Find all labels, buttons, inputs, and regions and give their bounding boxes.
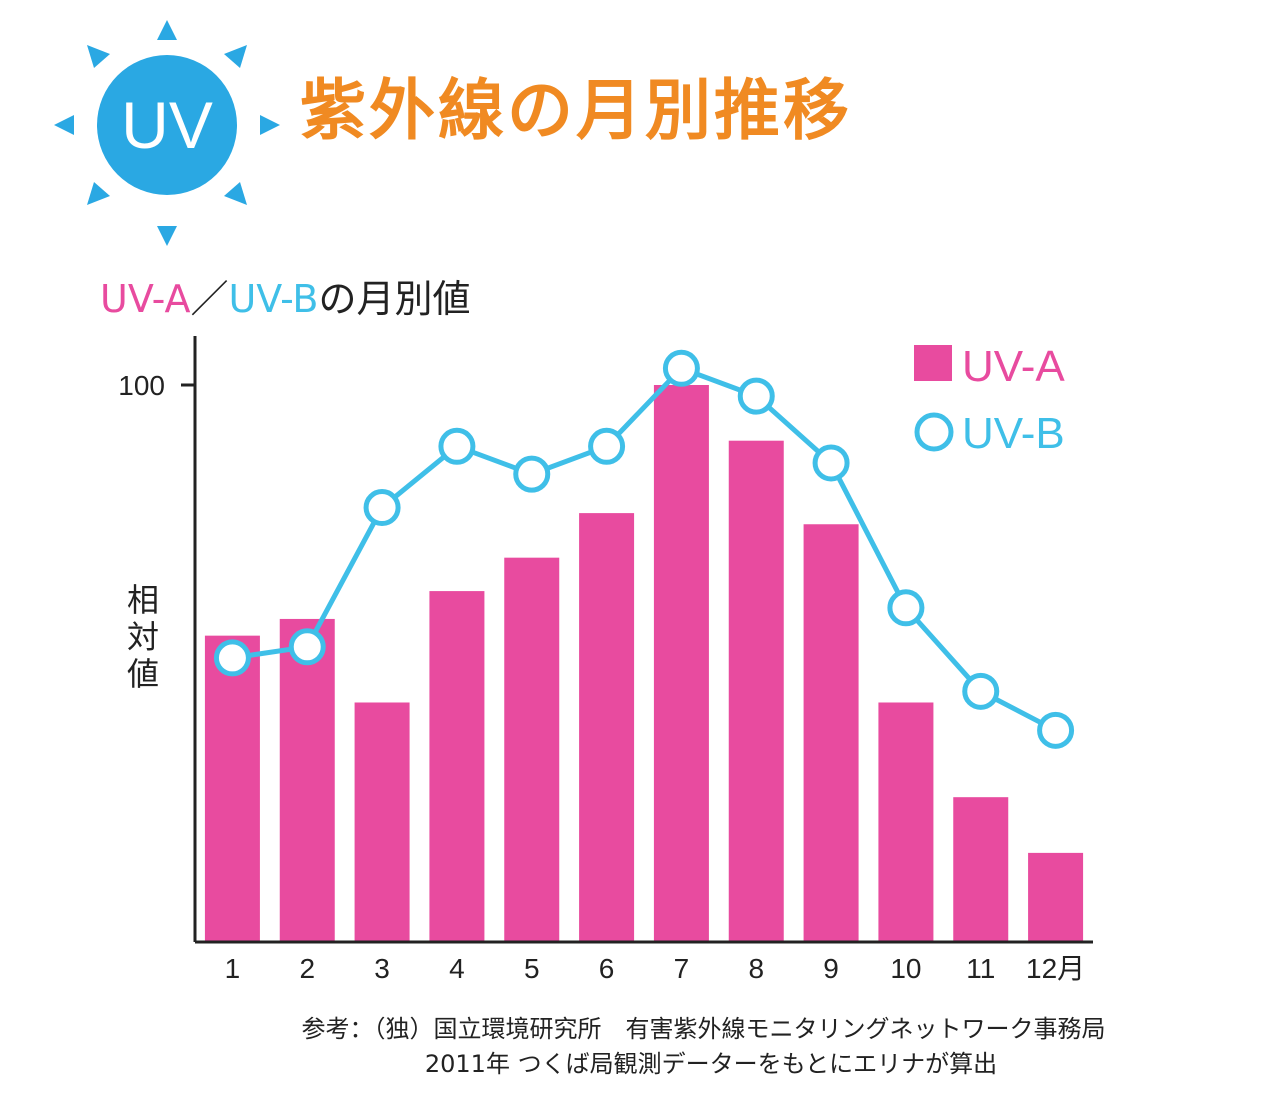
chart-subtitle: UV-A／UV-Bの月別値	[100, 280, 471, 318]
legend-swatch-uv-a	[914, 345, 952, 381]
subtitle-uv-a: UV-A	[100, 277, 191, 321]
source-note: 参考：（独）国立環境研究所 有害紫外線モニタリングネットワーク事務局 2011年…	[0, 1012, 1282, 1082]
legend-label-uv-b: UV-B	[962, 409, 1065, 458]
bar-uv-a-12	[1028, 852, 1084, 942]
uv-b-series-line	[232, 365, 1057, 733]
point-uv-b-11	[962, 672, 1000, 710]
point-uv-b-12	[1037, 711, 1075, 749]
legend-marker-uv-b	[914, 412, 954, 452]
subtitle-separator: ／	[190, 277, 229, 321]
point-uv-b-5	[513, 455, 551, 493]
x-tick-label-8: 8	[748, 953, 764, 984]
uv-b-line	[213, 349, 1075, 749]
point-uv-b-1	[213, 639, 251, 677]
uv-badge-text: UV	[121, 88, 213, 162]
subtitle-suffix: の月別値	[318, 277, 471, 321]
bar-uv-a-6	[579, 513, 635, 942]
x-tick-label-3: 3	[374, 953, 390, 984]
uv-a-bars	[204, 385, 1084, 942]
x-tick-label-5: 5	[524, 953, 540, 984]
bar-uv-a-2	[279, 618, 335, 942]
x-tick-label-4: 4	[449, 953, 465, 984]
point-uv-b-7	[662, 349, 700, 387]
point-uv-b-2	[288, 628, 326, 666]
bar-uv-a-9	[803, 524, 859, 942]
x-tick-label-12: 12月	[1026, 953, 1085, 984]
y-tick-label-100: 100	[118, 370, 165, 401]
uv-sun-icon: UV	[54, 20, 280, 246]
bar-uv-a-1	[204, 635, 260, 942]
x-tick-label-11: 11	[966, 953, 995, 984]
x-tick-label-9: 9	[823, 953, 839, 984]
bar-uv-a-10	[878, 702, 934, 942]
legend-label-uv-a: UV-A	[962, 342, 1065, 391]
bar-uv-a-4	[429, 591, 485, 942]
y-axis-label: 相対値	[126, 581, 159, 693]
bar-uv-a-8	[728, 440, 784, 942]
tick-labels: 100 1 2 3 4 5 6 7 8 9 10 11 12月	[118, 370, 1085, 984]
bar-uv-a-11	[953, 797, 1009, 942]
point-uv-b-3	[363, 489, 401, 527]
x-tick-label-7: 7	[674, 953, 690, 984]
bar-uv-a-5	[504, 557, 560, 942]
x-tick-label-6: 6	[599, 953, 615, 984]
point-uv-b-10	[887, 589, 925, 627]
source-note-line-1: 参考：（独）国立環境研究所 有害紫外線モニタリングネットワーク事務局	[301, 1015, 1106, 1043]
legend: UV-A UV-B	[914, 342, 1065, 458]
point-uv-b-9	[812, 444, 850, 482]
point-uv-b-8	[737, 377, 775, 415]
page-title: 紫外線の月別推移	[300, 72, 852, 149]
point-uv-b-4	[438, 427, 476, 465]
x-tick-label-10: 10	[890, 953, 921, 984]
x-tick-label-2: 2	[299, 953, 315, 984]
x-tick-label-1: 1	[225, 953, 241, 984]
source-note-line-2: 2011年 つくば局観測データーをもとにエリナが算出	[424, 1049, 998, 1078]
bar-uv-a-3	[354, 702, 410, 942]
subtitle-uv-b: UV-B	[228, 277, 319, 321]
point-uv-b-6	[588, 427, 626, 465]
sun-disc	[97, 55, 237, 195]
axes	[181, 336, 1093, 944]
bar-uv-a-7	[653, 385, 709, 942]
sun-rays	[54, 20, 280, 246]
